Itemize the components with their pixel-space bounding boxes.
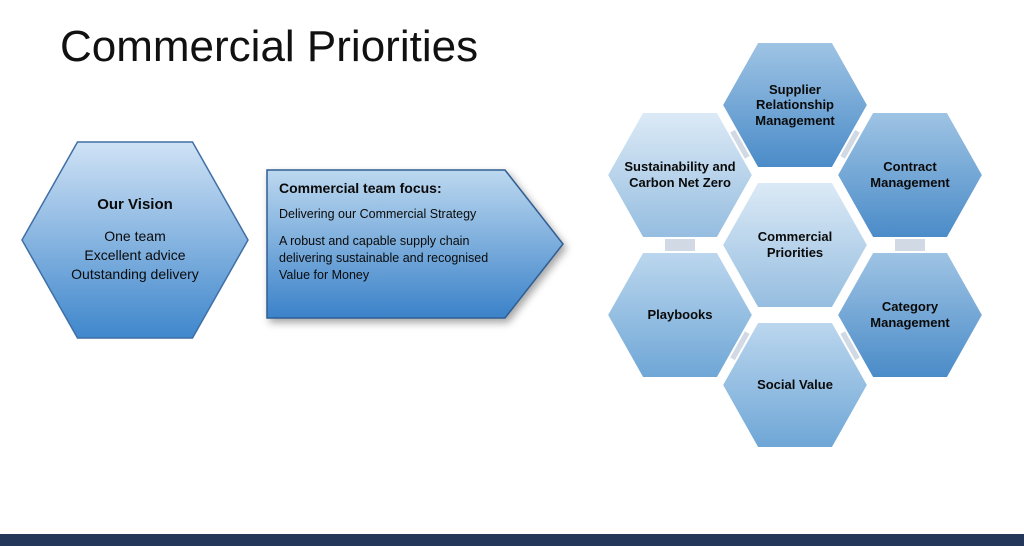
vision-line-3: Outstanding delivery <box>71 265 199 284</box>
hex-label: Supplier Relationship Management <box>720 82 870 129</box>
hex-label: Category Management <box>835 299 985 330</box>
focus-para-1: Delivering our Commercial Strategy <box>279 206 505 223</box>
hex-label: Contract Management <box>835 159 985 190</box>
priorities-cluster: Supplier Relationship Management Sustain… <box>580 40 1010 510</box>
vision-hexagon: Our Vision One team Excellent advice Out… <box>20 140 250 340</box>
vision-line-1: One team <box>71 227 199 246</box>
vision-heading: Our Vision <box>71 196 199 213</box>
hex-label: Sustainability and Carbon Net Zero <box>605 159 755 190</box>
vision-line-2: Excellent advice <box>71 246 199 265</box>
bottom-bar <box>0 534 1024 546</box>
focus-arrow: Commercial team focus: Delivering our Co… <box>265 168 565 320</box>
hex-label: Playbooks <box>635 307 724 323</box>
focus-para-2: A robust and capable supply chain delive… <box>279 233 505 284</box>
page-title: Commercial Priorities <box>60 22 478 72</box>
hex-label: Social Value <box>745 377 845 393</box>
hex-social-value: Social Value <box>720 320 870 450</box>
focus-heading: Commercial team focus: <box>279 180 505 196</box>
hex-label: Commercial Priorities <box>720 229 870 260</box>
